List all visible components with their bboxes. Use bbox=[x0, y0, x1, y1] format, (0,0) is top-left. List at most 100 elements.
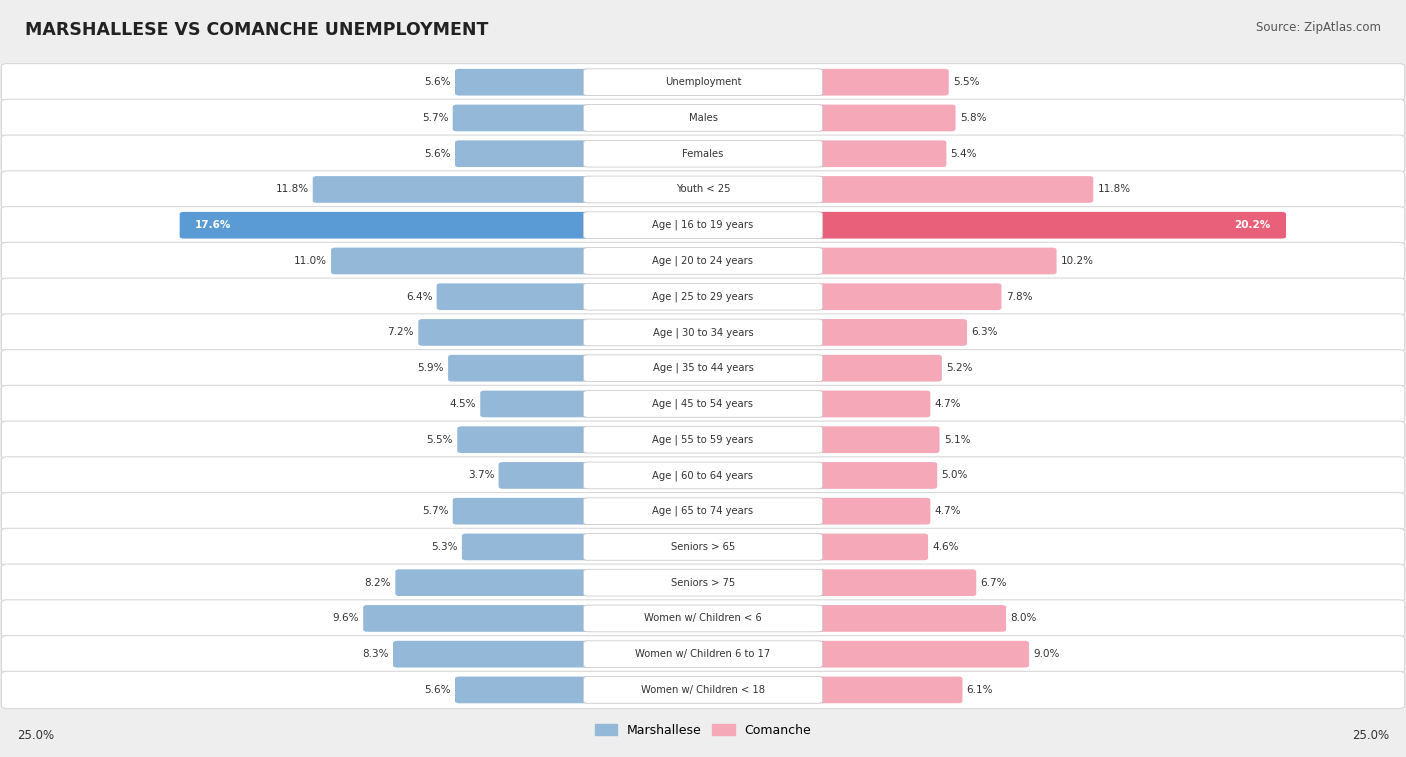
FancyBboxPatch shape bbox=[457, 426, 592, 453]
Text: Age | 16 to 19 years: Age | 16 to 19 years bbox=[652, 220, 754, 230]
FancyBboxPatch shape bbox=[418, 319, 592, 346]
FancyBboxPatch shape bbox=[814, 426, 939, 453]
FancyBboxPatch shape bbox=[583, 283, 823, 310]
FancyBboxPatch shape bbox=[583, 605, 823, 632]
Text: Age | 35 to 44 years: Age | 35 to 44 years bbox=[652, 363, 754, 373]
FancyBboxPatch shape bbox=[814, 283, 1001, 310]
FancyBboxPatch shape bbox=[1, 456, 1405, 494]
FancyBboxPatch shape bbox=[814, 140, 946, 167]
FancyBboxPatch shape bbox=[1, 135, 1405, 173]
Text: Age | 20 to 24 years: Age | 20 to 24 years bbox=[652, 256, 754, 266]
FancyBboxPatch shape bbox=[583, 248, 823, 274]
FancyBboxPatch shape bbox=[814, 355, 942, 382]
FancyBboxPatch shape bbox=[1, 278, 1405, 316]
FancyBboxPatch shape bbox=[814, 641, 1029, 668]
Text: 5.9%: 5.9% bbox=[418, 363, 444, 373]
Text: Age | 30 to 34 years: Age | 30 to 34 years bbox=[652, 327, 754, 338]
Text: 5.7%: 5.7% bbox=[422, 113, 449, 123]
Text: Unemployment: Unemployment bbox=[665, 77, 741, 87]
FancyBboxPatch shape bbox=[437, 283, 592, 310]
FancyBboxPatch shape bbox=[463, 534, 592, 560]
Text: 7.2%: 7.2% bbox=[388, 328, 413, 338]
FancyBboxPatch shape bbox=[814, 498, 931, 525]
Text: Age | 55 to 59 years: Age | 55 to 59 years bbox=[652, 435, 754, 445]
FancyBboxPatch shape bbox=[814, 677, 963, 703]
Text: 5.2%: 5.2% bbox=[946, 363, 973, 373]
Text: Age | 65 to 74 years: Age | 65 to 74 years bbox=[652, 506, 754, 516]
FancyBboxPatch shape bbox=[481, 391, 592, 417]
Text: Age | 45 to 54 years: Age | 45 to 54 years bbox=[652, 399, 754, 410]
FancyBboxPatch shape bbox=[583, 355, 823, 382]
Text: 5.5%: 5.5% bbox=[953, 77, 980, 87]
Text: 9.0%: 9.0% bbox=[1033, 650, 1060, 659]
Text: Females: Females bbox=[682, 148, 724, 159]
FancyBboxPatch shape bbox=[583, 569, 823, 596]
Text: 11.0%: 11.0% bbox=[294, 256, 326, 266]
FancyBboxPatch shape bbox=[456, 677, 592, 703]
FancyBboxPatch shape bbox=[583, 104, 823, 131]
Text: Age | 60 to 64 years: Age | 60 to 64 years bbox=[652, 470, 754, 481]
Text: 8.3%: 8.3% bbox=[363, 650, 389, 659]
Text: 3.7%: 3.7% bbox=[468, 470, 495, 481]
FancyBboxPatch shape bbox=[330, 248, 592, 274]
FancyBboxPatch shape bbox=[583, 140, 823, 167]
FancyBboxPatch shape bbox=[1, 99, 1405, 136]
FancyBboxPatch shape bbox=[1, 350, 1405, 387]
Text: Women w/ Children < 6: Women w/ Children < 6 bbox=[644, 613, 762, 624]
Text: 6.1%: 6.1% bbox=[967, 685, 993, 695]
FancyBboxPatch shape bbox=[1, 600, 1405, 637]
FancyBboxPatch shape bbox=[1, 636, 1405, 673]
Text: 9.6%: 9.6% bbox=[332, 613, 359, 624]
FancyBboxPatch shape bbox=[814, 534, 928, 560]
Text: Seniors > 65: Seniors > 65 bbox=[671, 542, 735, 552]
FancyBboxPatch shape bbox=[453, 104, 592, 131]
Text: 11.8%: 11.8% bbox=[276, 185, 308, 195]
FancyBboxPatch shape bbox=[814, 391, 931, 417]
Text: 11.8%: 11.8% bbox=[1098, 185, 1130, 195]
FancyBboxPatch shape bbox=[814, 319, 967, 346]
FancyBboxPatch shape bbox=[583, 212, 823, 238]
FancyBboxPatch shape bbox=[583, 462, 823, 489]
Text: 25.0%: 25.0% bbox=[1353, 729, 1389, 743]
Text: Age | 25 to 29 years: Age | 25 to 29 years bbox=[652, 291, 754, 302]
FancyBboxPatch shape bbox=[583, 391, 823, 417]
FancyBboxPatch shape bbox=[583, 641, 823, 668]
Text: 8.2%: 8.2% bbox=[364, 578, 391, 587]
FancyBboxPatch shape bbox=[1, 421, 1405, 458]
FancyBboxPatch shape bbox=[180, 212, 592, 238]
FancyBboxPatch shape bbox=[583, 69, 823, 95]
FancyBboxPatch shape bbox=[814, 462, 938, 489]
Legend: Marshallese, Comanche: Marshallese, Comanche bbox=[589, 718, 817, 742]
Text: 5.6%: 5.6% bbox=[425, 77, 451, 87]
Text: 5.4%: 5.4% bbox=[950, 148, 977, 159]
Text: 8.0%: 8.0% bbox=[1011, 613, 1036, 624]
Text: 4.5%: 4.5% bbox=[450, 399, 477, 409]
FancyBboxPatch shape bbox=[1, 671, 1405, 709]
FancyBboxPatch shape bbox=[499, 462, 592, 489]
Text: 6.3%: 6.3% bbox=[972, 328, 998, 338]
FancyBboxPatch shape bbox=[1, 64, 1405, 101]
FancyBboxPatch shape bbox=[312, 176, 592, 203]
FancyBboxPatch shape bbox=[1, 564, 1405, 601]
FancyBboxPatch shape bbox=[583, 176, 823, 203]
FancyBboxPatch shape bbox=[814, 69, 949, 95]
FancyBboxPatch shape bbox=[1, 207, 1405, 244]
FancyBboxPatch shape bbox=[1, 242, 1405, 279]
FancyBboxPatch shape bbox=[456, 140, 592, 167]
FancyBboxPatch shape bbox=[814, 176, 1094, 203]
Text: 5.3%: 5.3% bbox=[432, 542, 458, 552]
FancyBboxPatch shape bbox=[814, 212, 1286, 238]
Text: 7.8%: 7.8% bbox=[1005, 291, 1032, 302]
Text: 6.4%: 6.4% bbox=[406, 291, 433, 302]
FancyBboxPatch shape bbox=[814, 104, 956, 131]
Text: Seniors > 75: Seniors > 75 bbox=[671, 578, 735, 587]
FancyBboxPatch shape bbox=[583, 426, 823, 453]
FancyBboxPatch shape bbox=[583, 498, 823, 525]
Text: 6.7%: 6.7% bbox=[980, 578, 1007, 587]
Text: 5.0%: 5.0% bbox=[942, 470, 967, 481]
FancyBboxPatch shape bbox=[1, 385, 1405, 422]
FancyBboxPatch shape bbox=[583, 677, 823, 703]
Text: Youth < 25: Youth < 25 bbox=[676, 185, 730, 195]
FancyBboxPatch shape bbox=[583, 534, 823, 560]
Text: 5.5%: 5.5% bbox=[426, 435, 453, 444]
